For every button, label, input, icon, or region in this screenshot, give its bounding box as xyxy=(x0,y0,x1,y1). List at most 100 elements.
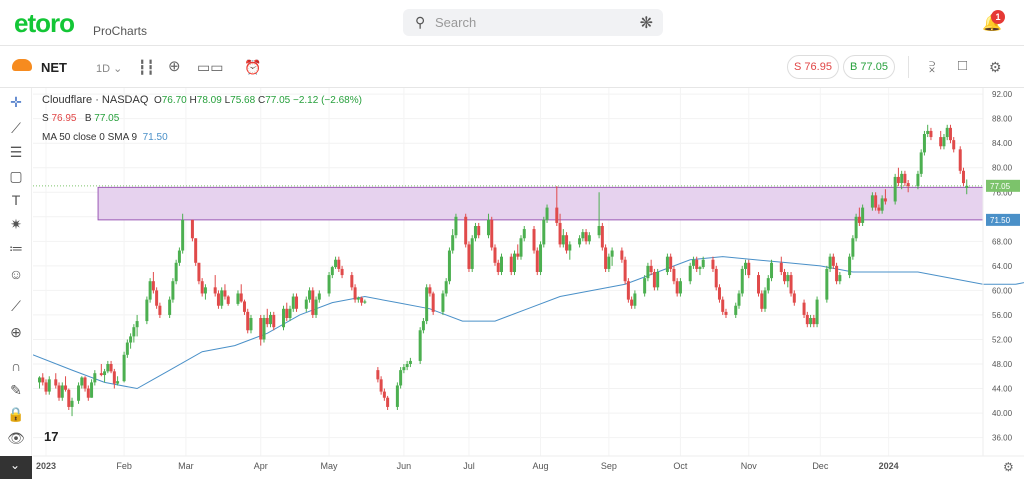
candle-body xyxy=(304,299,308,309)
ma-label: MA 50 close 0 SMA 9 xyxy=(42,132,138,143)
etoro-logo[interactable]: etoro xyxy=(14,8,75,38)
candle-body xyxy=(282,308,286,328)
candle-body xyxy=(717,287,721,300)
candle-body xyxy=(112,371,116,384)
candle-body xyxy=(425,287,429,322)
time-tick-label: 2023 xyxy=(36,461,56,471)
candle-body xyxy=(939,137,943,147)
candle-body xyxy=(213,287,217,294)
symbol-label[interactable]: NET xyxy=(41,60,67,75)
candle-body xyxy=(877,207,881,211)
candle-body xyxy=(903,173,907,184)
candle-body xyxy=(239,293,243,302)
eye-icon[interactable]: 👁 xyxy=(7,430,25,446)
high-label: H xyxy=(189,95,197,106)
time-tick-label: Jul xyxy=(463,461,475,471)
ma-legend[interactable]: MA 50 close 0 SMA 9 71.50 xyxy=(42,132,168,143)
price-tick-label: 52.00 xyxy=(992,335,1013,344)
candle-body xyxy=(643,278,647,294)
candle-body xyxy=(522,229,526,239)
trendline-icon[interactable]: ⟋ xyxy=(11,120,21,136)
add-indicator-icon[interactable]: ⊕ xyxy=(168,58,181,75)
candle-body xyxy=(929,130,933,138)
candle-body xyxy=(610,250,614,257)
candle-body xyxy=(812,318,816,325)
alert-icon[interactable]: ⏰ xyxy=(244,59,262,75)
candle-body xyxy=(285,308,289,318)
prediction-icon[interactable]: ≔ xyxy=(9,240,23,256)
zoom-in-icon[interactable]: ⊕ xyxy=(10,324,22,340)
candle-body xyxy=(327,275,331,294)
candle-body xyxy=(122,354,126,382)
candle-body xyxy=(919,152,923,174)
candle-body xyxy=(200,281,204,294)
candle-body xyxy=(226,296,230,304)
bid-ask-legend: S 76.95 B 77.05 xyxy=(42,113,119,124)
candle-body xyxy=(652,272,656,288)
fullscreen-icon[interactable]: □ xyxy=(958,57,968,74)
share-icon[interactable]: ⫂ xyxy=(929,59,936,75)
candle-body xyxy=(308,290,312,300)
candle-body xyxy=(337,259,341,269)
tradingview-logo[interactable]: 17 xyxy=(44,429,59,444)
crosshair-icon[interactable]: ✛ xyxy=(10,94,22,110)
candle-body xyxy=(649,265,653,272)
ruler-icon[interactable]: ⟋ xyxy=(11,298,21,314)
candle-body xyxy=(854,216,858,239)
pattern-icon[interactable]: ✷ xyxy=(10,216,22,232)
candle-body xyxy=(454,216,458,236)
price-tick-label: 44.00 xyxy=(992,385,1013,394)
candle-body xyxy=(597,226,601,236)
candle-body xyxy=(744,262,747,269)
candle-body xyxy=(558,222,562,245)
indicators-icon[interactable]: ▭▭ xyxy=(197,59,224,75)
candle-body xyxy=(177,250,181,263)
price-chart[interactable]: 36.00 40.00 44.00 48.00 52.00 56.00 60.00 64.00… xyxy=(33,88,1024,479)
time-tick-label: Dec xyxy=(812,461,829,471)
high-value: 78.09 xyxy=(196,95,222,106)
change-value: −2.12 (−2.68%) xyxy=(293,95,362,106)
text-tool-icon[interactable]: T xyxy=(11,192,21,208)
search-bar[interactable]: ⚲ Search ❋ xyxy=(403,9,663,36)
rectangle-icon[interactable]: ▢ xyxy=(9,168,23,184)
candle-body xyxy=(418,330,422,361)
drawing-toolbar: ✛ ⟋ ☰ ▢ T ✷ ≔ ☺ ⟋ ⊕ ∩ ✎ 🔒 👁 ⌄ xyxy=(0,88,32,479)
emoji-icon[interactable]: ☺ xyxy=(8,266,24,282)
candle-body xyxy=(60,385,64,398)
time-tick-label: Feb xyxy=(116,461,132,471)
candle-body xyxy=(656,272,660,288)
candle-body xyxy=(737,293,741,306)
fib-retracement-icon[interactable]: ☰ xyxy=(9,144,23,160)
settings-gear-icon[interactable]: ⚙ xyxy=(989,59,1002,75)
ai-assistant-icon[interactable]: ❋ xyxy=(639,15,653,32)
timeframe-select[interactable]: 1D ⌄ xyxy=(96,62,122,75)
candle-body xyxy=(441,293,445,312)
lock-drawings-icon[interactable]: ✎ xyxy=(10,382,22,398)
moving-average-line xyxy=(33,256,1024,390)
price-tick-label: 48.00 xyxy=(992,360,1013,369)
candle-body xyxy=(496,262,500,272)
magnet-icon[interactable]: ∩ xyxy=(10,358,22,374)
buy-button[interactable]: B 77.05 xyxy=(843,55,895,79)
price-tick-label: 80.00 xyxy=(992,164,1013,173)
candle-body xyxy=(532,229,536,251)
cloudflare-logo-icon xyxy=(12,59,32,71)
candle-body xyxy=(106,364,110,372)
candle-body xyxy=(467,244,471,269)
candle-body xyxy=(675,281,679,294)
axis-settings-gear-icon[interactable]: ⚙ xyxy=(1003,460,1014,474)
ma-value: 71.50 xyxy=(142,132,168,143)
candle-body xyxy=(473,226,477,239)
search-input[interactable]: Search xyxy=(435,15,477,30)
lock-icon[interactable]: 🔒 xyxy=(7,406,25,422)
candle-body xyxy=(874,195,878,208)
sell-button[interactable]: S 76.95 xyxy=(787,55,839,79)
open-label: O xyxy=(153,95,162,106)
collapse-toolbar-button[interactable]: ⌄ xyxy=(0,456,32,479)
candle-body xyxy=(672,268,676,282)
candle-body xyxy=(734,305,738,315)
candle-type-icon[interactable]: ┇┇ xyxy=(138,59,155,75)
candle-body xyxy=(835,265,839,282)
candle-body xyxy=(356,297,360,300)
candle-body xyxy=(721,299,725,312)
